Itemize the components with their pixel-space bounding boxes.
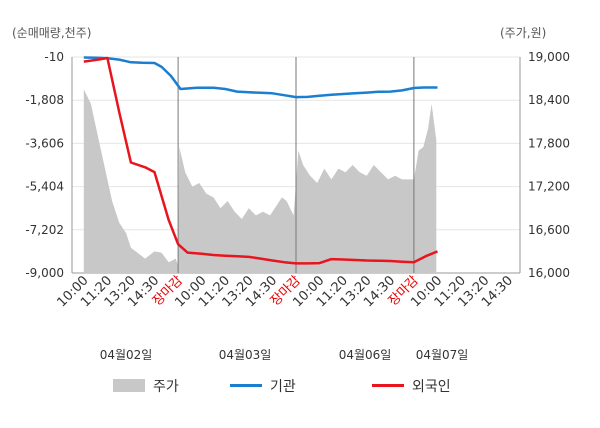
foreign-legend-label: 외국인: [412, 379, 451, 395]
left-axis-unit-label: (순매매량,천주): [12, 25, 91, 40]
left-axis-ticks: -10 -1,808 -3,606 -5,404 -7,202 -9,000: [25, 50, 64, 280]
x-axis-ticks: 10:0011:2013:2014:30장마감10:0011:2013:2014…: [55, 273, 517, 310]
date-label: 04월07일: [416, 348, 469, 362]
right-tick-label: 18,400: [528, 93, 570, 107]
price-legend-swatch: [113, 379, 145, 392]
date-label: 04월02일: [100, 348, 153, 362]
right-axis-ticks: 19,000 18,400 17,800 17,200 16,600 16,000: [528, 50, 570, 280]
left-tick-label: -10: [44, 50, 64, 64]
left-tick-label: -1,808: [25, 93, 64, 107]
inst-legend-label: 기관: [270, 379, 296, 395]
right-tick-label: 17,800: [528, 136, 570, 150]
left-tick-label: -7,202: [25, 223, 64, 237]
right-tick-label: 17,200: [528, 180, 570, 194]
inst-legend-swatch: [230, 384, 262, 387]
flow-lines-layer: [83, 56, 438, 265]
price-series-area: [83, 89, 437, 274]
inst-series-line: [83, 56, 438, 99]
price-area-layer: [83, 89, 437, 274]
legend: 주가 기관 외국인: [113, 379, 451, 395]
foreign-legend-swatch: [372, 384, 404, 387]
foreign-series-line: [83, 56, 438, 265]
date-label: 04월03일: [219, 348, 272, 362]
date-labels: 04월02일 04월03일 04월06일 04월07일: [100, 348, 469, 362]
right-tick-label: 16,000: [528, 266, 570, 280]
price-legend-label: 주가: [153, 379, 179, 395]
right-tick-label: 19,000: [528, 50, 570, 64]
right-tick-label: 16,600: [528, 223, 570, 237]
left-tick-label: -3,606: [25, 136, 64, 150]
right-axis-unit-label: (주가,원): [500, 26, 546, 40]
left-tick-label: -9,000: [25, 266, 64, 280]
date-label: 04월06일: [339, 348, 392, 362]
day-separators: [177, 57, 415, 273]
left-tick-label: -5,404: [25, 180, 64, 194]
